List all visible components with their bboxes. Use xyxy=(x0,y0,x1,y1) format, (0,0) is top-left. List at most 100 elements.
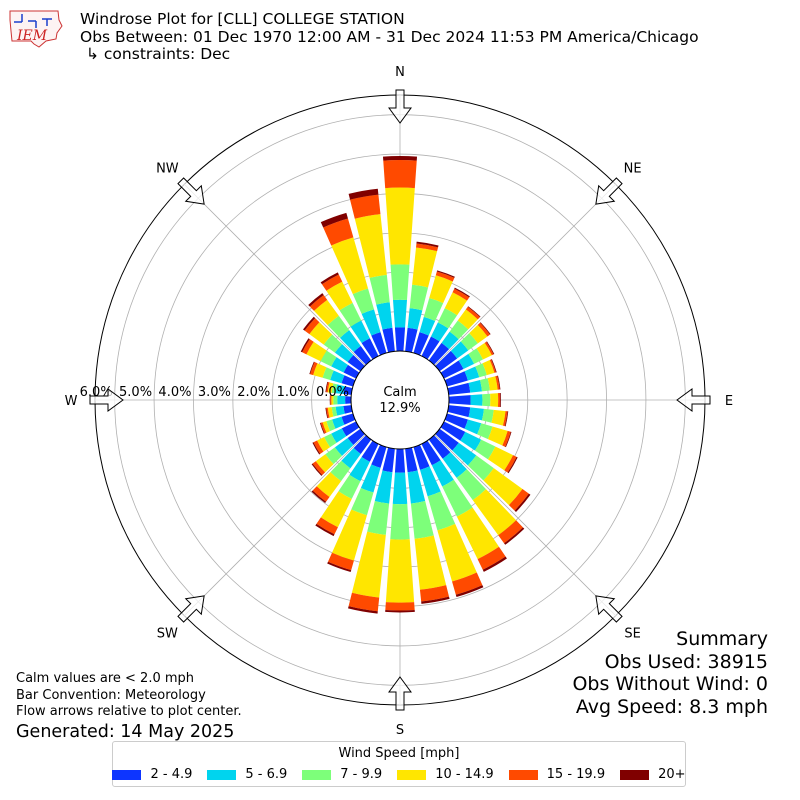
rose-bar-segment xyxy=(326,382,330,393)
radial-tick-label: 2.0% xyxy=(237,385,270,400)
header: Windrose Plot for [CLL] COLLEGE STATION … xyxy=(80,10,699,64)
rose-bar-segment xyxy=(483,468,523,506)
rose-bar-segment xyxy=(495,375,500,390)
rose-bar-segment xyxy=(330,370,345,384)
logo-text: IEM xyxy=(16,28,48,44)
rose-bar-segment xyxy=(427,491,456,531)
rose-bar-segment xyxy=(444,413,468,429)
rose-bar-segment xyxy=(321,274,343,291)
rose-bar-segment xyxy=(353,346,372,365)
rose-bar-segment xyxy=(320,350,337,367)
rose-bar-segment xyxy=(504,411,509,427)
legend-item: 10 - 14.9 xyxy=(397,767,494,782)
rose-bar-segment xyxy=(306,341,327,362)
rose-bar-segment xyxy=(302,339,314,355)
legend-item: 15 - 19.9 xyxy=(508,767,606,782)
flow-arrow-icon xyxy=(177,177,205,205)
rose-bar-segment xyxy=(455,585,484,598)
rose-bar-segment xyxy=(361,440,379,462)
rose-bar-segment xyxy=(354,214,387,278)
rose-bar-segment xyxy=(467,455,494,481)
rose-bar-segment xyxy=(303,316,316,331)
rose-bar-segment xyxy=(442,452,467,478)
rose-bar-segment xyxy=(468,348,483,364)
rose-bar-segment xyxy=(504,455,517,473)
rose-bar-segment xyxy=(333,395,338,405)
rose-bar-segment xyxy=(407,308,423,330)
rose-bar-segment xyxy=(325,381,328,393)
rose-bar-segment xyxy=(327,561,352,573)
flow-arrow-icon xyxy=(388,89,412,124)
legend-label: 15 - 19.9 xyxy=(546,767,606,782)
rose-bar-segment xyxy=(341,421,360,437)
rose-bar-segment xyxy=(376,302,393,330)
flow-arrow-shape xyxy=(388,676,412,711)
rose-bar-segment xyxy=(331,383,338,394)
flow-arrow-shape xyxy=(676,388,711,412)
rose-bar-segment xyxy=(350,320,370,344)
rose-bar-segment xyxy=(487,446,514,471)
rose-bar-segment xyxy=(405,327,418,353)
rose-bar-segment xyxy=(430,322,449,342)
radial-tick-label: 4.0% xyxy=(158,385,191,400)
rose-bar-segment xyxy=(315,454,334,473)
rose-bar-segment xyxy=(419,316,436,336)
rose-bar-segment xyxy=(482,393,491,407)
rose-bar-segment xyxy=(412,247,438,288)
rose-bar-segment xyxy=(437,308,458,329)
rose-bar-segment xyxy=(487,376,498,391)
legend-label: 2 - 4.9 xyxy=(150,767,193,782)
rose-bar-segment xyxy=(477,322,490,337)
rose-bar-segment xyxy=(343,405,353,414)
rose-bar-segment xyxy=(476,342,492,360)
rose-bar-segment xyxy=(440,360,464,379)
rose-bar-segment xyxy=(385,602,415,611)
rose-bar-segment xyxy=(442,479,473,517)
rose-bar-segment xyxy=(444,371,468,387)
generated-date: Generated: 14 May 2025 xyxy=(16,721,235,742)
direction-label: NE xyxy=(624,161,642,176)
rose-bar-segment xyxy=(468,380,483,393)
rose-bar-segment xyxy=(348,188,379,200)
rose-bar-segment xyxy=(332,416,345,429)
grid-spoke xyxy=(434,434,616,616)
rose-bar-segment xyxy=(315,523,335,537)
rose-bar-segment xyxy=(360,464,381,493)
rose-bar-segment xyxy=(392,472,408,505)
rose-bar-segment xyxy=(409,284,429,311)
rose-bar-segment xyxy=(464,419,482,435)
rose-bar-segment xyxy=(444,292,468,316)
rose-bar-segment xyxy=(361,309,381,336)
rose-bar-segment xyxy=(410,501,434,539)
rose-bar-segment xyxy=(484,341,494,356)
rose-bar-segment xyxy=(435,350,458,372)
summary-block: Summary Obs Used: 38915 Obs Without Wind… xyxy=(572,628,768,718)
rose-bar-segment xyxy=(371,332,387,356)
rose-bar-segment xyxy=(348,606,378,614)
rose-bar-segment xyxy=(390,264,410,301)
rose-bar-segment xyxy=(341,413,356,425)
direction-label: S xyxy=(396,723,404,738)
flow-arrow-icon xyxy=(595,595,623,623)
rose-bar-segment xyxy=(449,320,469,340)
rose-bar-segment xyxy=(311,463,323,476)
rose-bar-segment xyxy=(320,272,339,285)
rose-bar-segment xyxy=(334,344,354,362)
rose-bar-segment xyxy=(436,270,455,278)
rose-bar-segment xyxy=(319,422,325,434)
rose-bar-segment xyxy=(435,271,455,282)
rose-bar-segment xyxy=(349,456,370,482)
rose-bar-segment xyxy=(475,363,487,378)
rose-bar-segment xyxy=(437,523,477,582)
rose-bar-segment xyxy=(452,572,483,595)
rose-bar-segment xyxy=(331,357,348,373)
direction-label: SE xyxy=(624,627,640,642)
legend-label: 7 - 9.9 xyxy=(340,767,383,782)
rose-bar-segment xyxy=(316,517,338,535)
rose-bar-segment xyxy=(322,421,331,433)
calm-circle xyxy=(350,350,450,450)
legend-label: 10 - 14.9 xyxy=(435,767,494,782)
rose-bar-segment xyxy=(329,395,331,405)
rose-bar-segment xyxy=(327,315,350,338)
rose-bar-segment xyxy=(491,359,497,373)
